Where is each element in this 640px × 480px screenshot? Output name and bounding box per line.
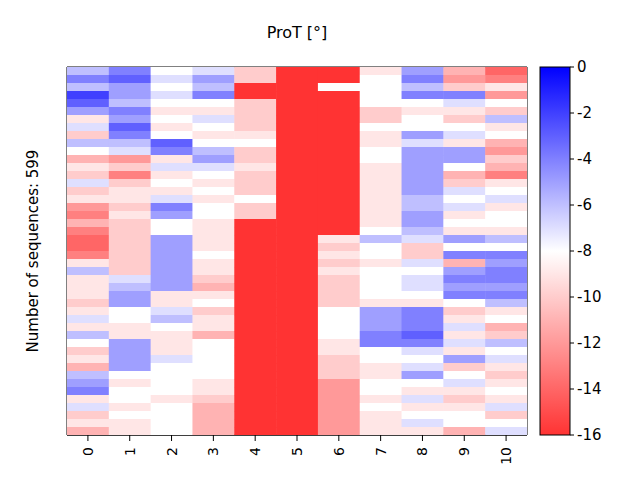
svg-text:-4: -4 [577,150,592,168]
svg-text:-14: -14 [577,380,602,398]
svg-text:Number of sequences: 599: Number of sequences: 599 [24,150,42,353]
svg-text:0: 0 [80,447,96,456]
svg-text:ProT [°]: ProT [°] [267,23,328,42]
svg-text:1: 1 [122,447,138,456]
svg-text:6: 6 [331,447,347,456]
svg-text:3: 3 [205,447,221,456]
svg-text:2: 2 [164,447,180,456]
svg-text:10: 10 [498,447,514,465]
svg-text:5: 5 [289,447,305,456]
svg-text:0: 0 [577,58,587,76]
svg-text:-12: -12 [577,334,602,352]
svg-text:-6: -6 [577,196,592,214]
svg-text:-8: -8 [577,242,592,260]
svg-text:-2: -2 [577,104,592,122]
svg-text:9: 9 [456,447,472,456]
svg-text:-16: -16 [577,426,602,444]
svg-text:7: 7 [373,447,389,456]
svg-text:8: 8 [414,447,430,456]
svg-text:-10: -10 [577,288,602,306]
svg-text:4: 4 [247,447,263,456]
